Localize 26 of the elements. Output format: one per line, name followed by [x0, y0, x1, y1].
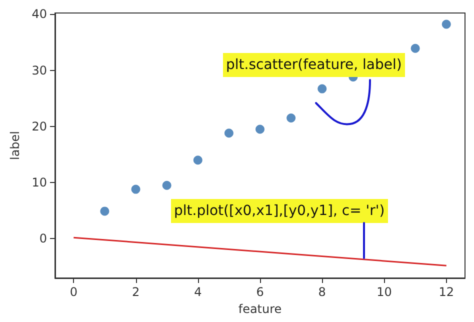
- x-axis-title: feature: [238, 302, 282, 316]
- x-tick-label: 4: [194, 285, 202, 299]
- x-tick-label: 12: [438, 285, 454, 299]
- y-tick-label: 10: [32, 176, 47, 190]
- x-tick-label: 0: [70, 285, 78, 299]
- x-tick-label: 10: [376, 285, 392, 299]
- y-tick-label: 30: [32, 63, 47, 78]
- x-tick-label: 2: [132, 285, 140, 299]
- point: [286, 113, 296, 122]
- annotation: plt.plot([x0,x1],[y0,y1], c= 'r'): [171, 199, 388, 223]
- point: [100, 206, 110, 216]
- x-tick-label: 6: [256, 285, 264, 299]
- point: [410, 44, 420, 53]
- point: [256, 124, 264, 134]
- point: [224, 128, 234, 138]
- point: [131, 184, 140, 194]
- x-tick-label: 8: [318, 285, 326, 299]
- y-tick-label: 40: [32, 7, 47, 22]
- point: [162, 180, 172, 190]
- y-tick-label: 0: [39, 232, 47, 246]
- point: [193, 156, 202, 165]
- point: [318, 84, 327, 94]
- y-tick-label: 20: [32, 119, 47, 134]
- point: [442, 20, 451, 29]
- annotation: plt.scatter(feature, label): [223, 53, 405, 77]
- y-axis-title: label: [8, 130, 22, 160]
